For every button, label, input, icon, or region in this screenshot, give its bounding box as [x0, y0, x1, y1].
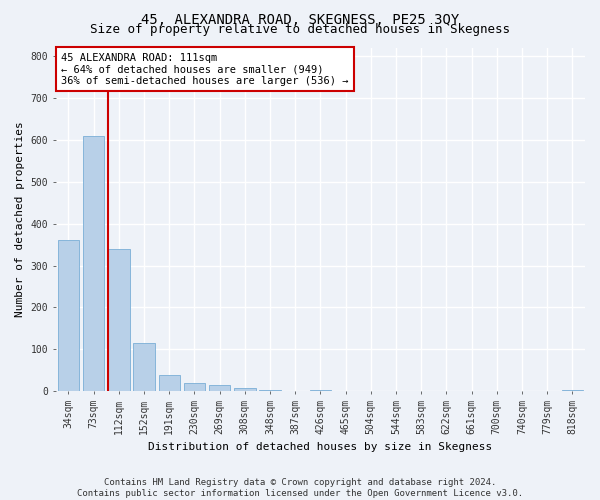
Bar: [259, 390, 281, 392]
Bar: [58, 240, 79, 392]
Text: Size of property relative to detached houses in Skegness: Size of property relative to detached ho…: [90, 22, 510, 36]
Text: 45, ALEXANDRA ROAD, SKEGNESS, PE25 3QY: 45, ALEXANDRA ROAD, SKEGNESS, PE25 3QY: [141, 12, 459, 26]
Bar: [83, 136, 104, 392]
Bar: [209, 385, 230, 392]
Bar: [184, 383, 205, 392]
Bar: [133, 343, 155, 392]
Y-axis label: Number of detached properties: Number of detached properties: [15, 122, 25, 318]
Bar: [158, 374, 180, 392]
Bar: [108, 248, 130, 392]
Text: 45 ALEXANDRA ROAD: 111sqm
← 64% of detached houses are smaller (949)
36% of semi: 45 ALEXANDRA ROAD: 111sqm ← 64% of detac…: [61, 52, 349, 86]
Text: Contains HM Land Registry data © Crown copyright and database right 2024.
Contai: Contains HM Land Registry data © Crown c…: [77, 478, 523, 498]
X-axis label: Distribution of detached houses by size in Skegness: Distribution of detached houses by size …: [148, 442, 493, 452]
Bar: [234, 388, 256, 392]
Bar: [310, 390, 331, 392]
Bar: [562, 390, 583, 392]
